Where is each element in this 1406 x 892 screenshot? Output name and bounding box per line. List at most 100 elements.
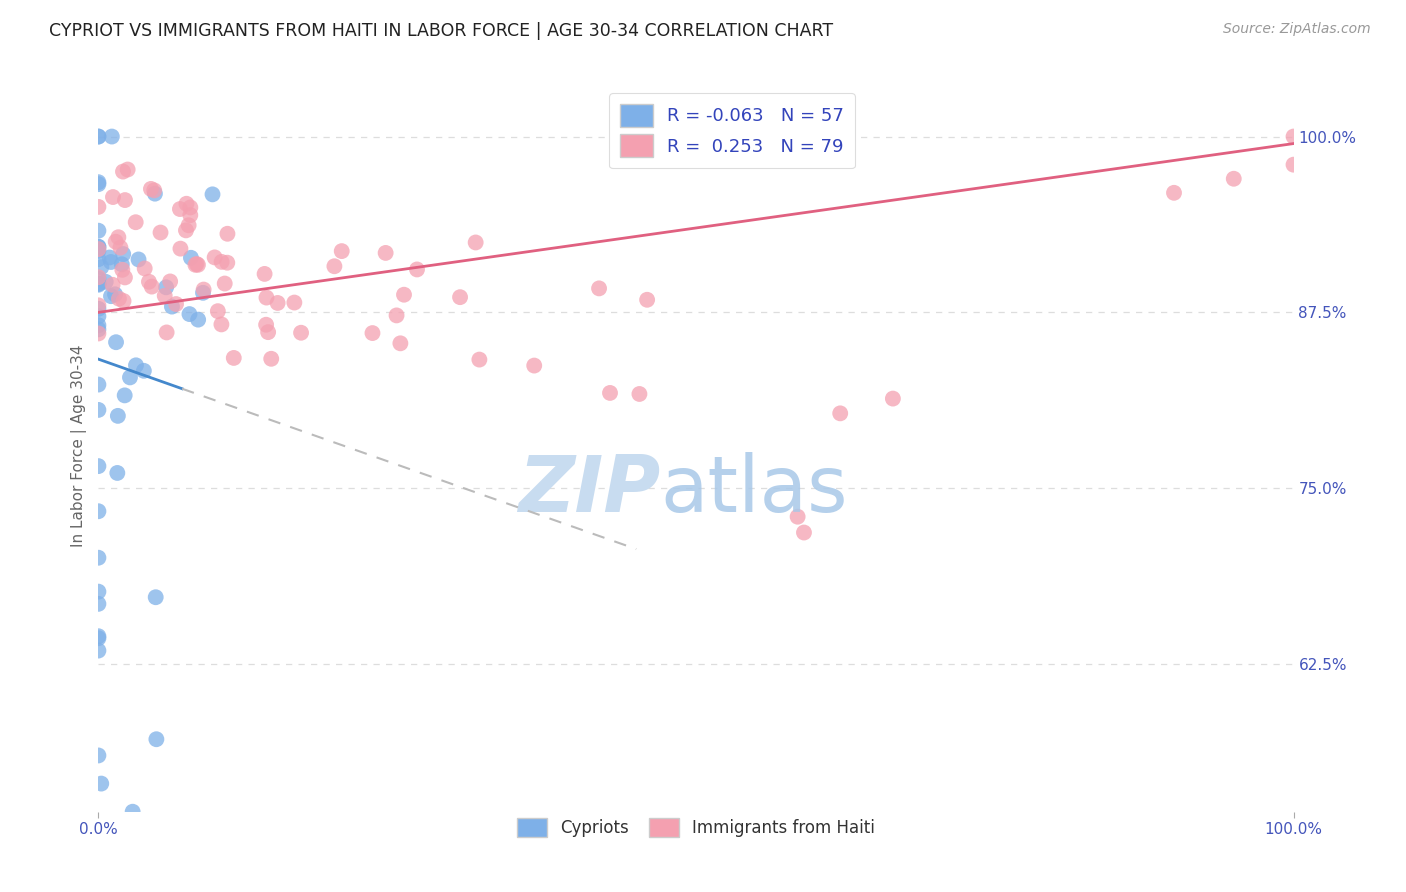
- Point: [1163, 186, 1185, 200]
- Point: [1282, 158, 1305, 172]
- Point: [204, 251, 226, 265]
- Point: [793, 525, 815, 540]
- Point: [100, 255, 122, 269]
- Point: [191, 285, 214, 300]
- Point: [323, 259, 346, 273]
- Point: [87, 504, 110, 518]
- Point: [87, 643, 110, 657]
- Point: [254, 318, 277, 332]
- Point: [179, 307, 201, 321]
- Point: [90, 260, 112, 275]
- Point: [87, 318, 110, 333]
- Point: [87, 252, 110, 267]
- Point: [138, 275, 160, 289]
- Point: [87, 403, 110, 417]
- Point: [160, 300, 183, 314]
- Point: [94, 275, 117, 289]
- Point: [1223, 171, 1246, 186]
- Point: [165, 297, 187, 311]
- Point: [87, 310, 110, 324]
- Point: [169, 242, 191, 256]
- Point: [153, 289, 176, 303]
- Point: [87, 550, 110, 565]
- Point: [330, 244, 353, 259]
- Point: [107, 409, 129, 423]
- Point: [101, 129, 124, 144]
- Point: [1282, 129, 1305, 144]
- Point: [145, 591, 167, 605]
- Point: [100, 289, 122, 303]
- Point: [830, 406, 852, 420]
- Point: [87, 129, 110, 144]
- Point: [193, 283, 215, 297]
- Point: [174, 223, 197, 237]
- Point: [217, 227, 239, 241]
- Point: [187, 258, 209, 272]
- Point: [98, 251, 121, 265]
- Point: [283, 295, 305, 310]
- Point: [90, 776, 112, 790]
- Point: [588, 281, 610, 295]
- Point: [266, 296, 288, 310]
- Legend: Cypriots, Immigrants from Haiti: Cypriots, Immigrants from Haiti: [510, 811, 882, 844]
- Point: [87, 629, 110, 643]
- Text: CYPRIOT VS IMMIGRANTS FROM HAITI IN LABOR FORCE | AGE 30-34 CORRELATION CHART: CYPRIOT VS IMMIGRANTS FROM HAITI IN LABO…: [49, 22, 834, 40]
- Point: [385, 309, 408, 323]
- Point: [128, 252, 150, 267]
- Y-axis label: In Labor Force | Age 30-34: In Labor Force | Age 30-34: [72, 344, 87, 548]
- Point: [186, 257, 208, 271]
- Point: [121, 805, 143, 819]
- Point: [290, 326, 312, 340]
- Point: [117, 162, 139, 177]
- Point: [134, 261, 156, 276]
- Point: [87, 459, 110, 474]
- Point: [110, 241, 132, 255]
- Point: [176, 196, 198, 211]
- Point: [523, 359, 546, 373]
- Point: [260, 351, 283, 366]
- Point: [87, 242, 110, 256]
- Point: [392, 287, 415, 301]
- Point: [87, 244, 110, 258]
- Point: [143, 186, 166, 201]
- Point: [184, 258, 207, 272]
- Point: [112, 293, 135, 308]
- Point: [155, 280, 177, 294]
- Point: [87, 748, 110, 763]
- Point: [179, 201, 201, 215]
- Point: [111, 262, 134, 277]
- Point: [449, 290, 471, 304]
- Point: [107, 230, 129, 244]
- Point: [156, 326, 179, 340]
- Point: [389, 336, 412, 351]
- Point: [209, 318, 232, 332]
- Point: [406, 262, 429, 277]
- Point: [101, 190, 124, 204]
- Point: [222, 351, 245, 365]
- Point: [145, 732, 167, 747]
- Point: [87, 224, 110, 238]
- Point: [112, 247, 135, 261]
- Point: [599, 386, 621, 401]
- Point: [87, 175, 110, 189]
- Text: atlas: atlas: [661, 452, 848, 528]
- Point: [111, 164, 134, 178]
- Point: [132, 364, 155, 378]
- Point: [87, 129, 110, 144]
- Point: [180, 251, 202, 265]
- Point: [361, 326, 384, 340]
- Point: [87, 240, 110, 254]
- Point: [125, 215, 148, 229]
- Point: [87, 277, 110, 291]
- Point: [105, 335, 128, 350]
- Point: [374, 246, 396, 260]
- Point: [179, 208, 201, 222]
- Point: [104, 287, 127, 301]
- Point: [87, 322, 110, 336]
- Point: [256, 291, 278, 305]
- Point: [111, 257, 134, 271]
- Point: [87, 326, 110, 341]
- Point: [87, 277, 110, 291]
- Point: [108, 292, 131, 306]
- Point: [87, 272, 110, 286]
